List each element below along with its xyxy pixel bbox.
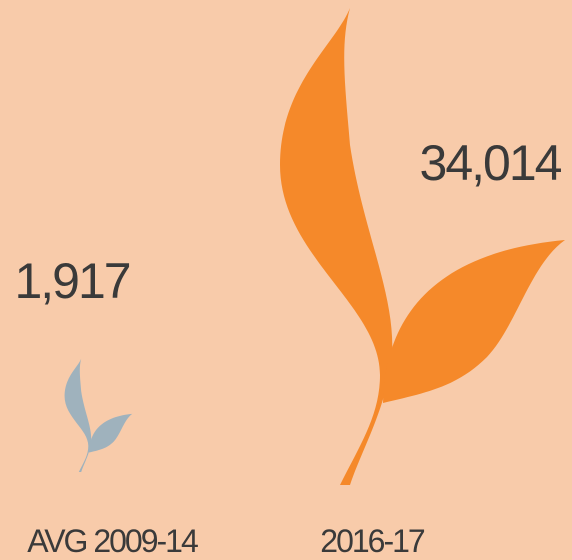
value-label: 1,917 xyxy=(14,253,129,309)
category-label: 2016-17 xyxy=(320,523,425,559)
category-label: AVG 2009-14 xyxy=(27,523,198,559)
chart: 1,917 AVG 2009-14 34,014 2016-17 xyxy=(0,0,572,560)
value-label: 34,014 xyxy=(420,135,562,191)
